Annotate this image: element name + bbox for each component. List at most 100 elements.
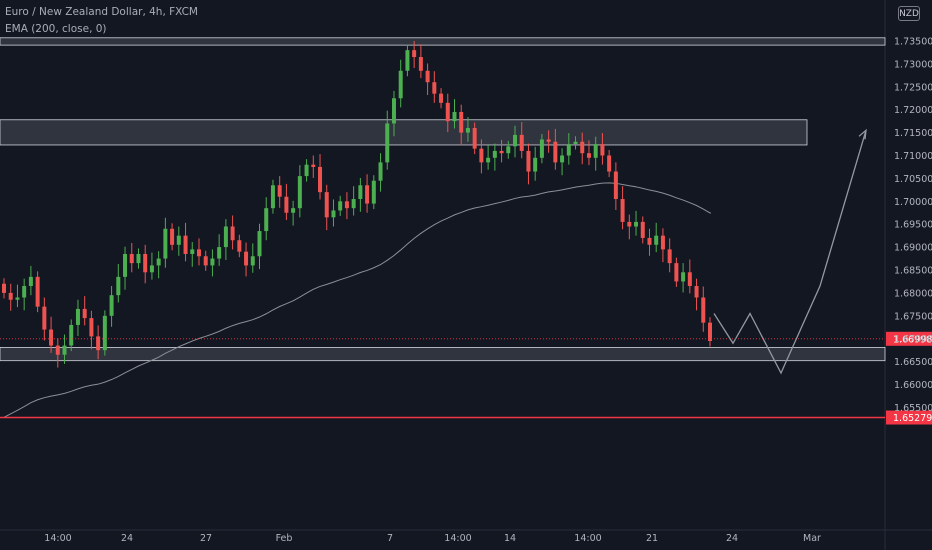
candle-body (163, 228, 168, 259)
price-tick-label: 1.72500 (894, 82, 932, 93)
candle-body (297, 176, 302, 209)
candle-body (486, 157, 491, 163)
candle-body (627, 221, 632, 227)
price-tick-label: 1.72000 (894, 105, 932, 116)
symbol-title[interactable]: Euro / New Zealand Dollar, 4h, FXCM (5, 6, 198, 18)
candle-body (190, 249, 195, 254)
candle-body (69, 324, 74, 346)
price-tick-label: 1.73000 (894, 59, 932, 70)
candle-body (620, 199, 625, 222)
price-tick-label: 1.67000 (894, 334, 932, 345)
time-tick-label: 14:00 (574, 533, 601, 544)
currency-button[interactable]: NZD (898, 6, 920, 21)
candle-body (82, 308, 87, 319)
zone-top-resistance (0, 37, 886, 46)
candle-body (149, 265, 154, 273)
price-tick-label: 1.70500 (894, 174, 932, 185)
candle-body (613, 171, 618, 200)
ema-polyline (3, 182, 711, 418)
candle-body (546, 139, 551, 142)
zone-support (0, 347, 886, 362)
candle-body (304, 164, 309, 177)
candle-body (593, 144, 598, 158)
time-axis[interactable]: 14:00 24 27 Feb 7 14:00 14 14:00 21 24 Mar (44, 533, 821, 544)
candle-body (55, 345, 60, 355)
candles (2, 41, 712, 368)
candle-body (479, 148, 484, 163)
time-tick-label: 27 (200, 533, 212, 544)
candle-body (701, 297, 706, 323)
candle-body (257, 231, 262, 257)
projection-arrowhead (858, 128, 867, 140)
price-tick-label: 1.70000 (894, 197, 932, 208)
zones (0, 37, 886, 362)
candle-body (586, 153, 591, 158)
candle-body (284, 196, 289, 213)
price-tick-label: 1.66000 (894, 380, 932, 391)
candle-body (432, 82, 437, 94)
candle-body (291, 208, 296, 213)
candle-body (8, 292, 13, 300)
candle-body (519, 134, 524, 151)
candle-body (385, 123, 390, 163)
candle-body (660, 235, 665, 250)
candle-body (472, 128, 477, 149)
candle-body (344, 201, 349, 209)
candle-body (143, 253, 148, 273)
price-tick-label: 1.71000 (894, 151, 932, 162)
time-tick-label: 24 (121, 533, 133, 544)
candle-body (75, 308, 80, 325)
candle-body (264, 208, 269, 232)
candle-body (687, 272, 692, 287)
candle-body (405, 50, 410, 71)
candle-body (694, 286, 699, 298)
candle-body (634, 221, 639, 227)
candle-body (526, 150, 531, 172)
candle-body (371, 180, 376, 204)
price-tick-label: 1.67500 (894, 311, 932, 322)
candle-body (425, 70, 430, 83)
candle-body (223, 226, 228, 248)
candle-body (439, 93, 444, 103)
candle-body (156, 258, 161, 266)
candle-body (560, 155, 565, 163)
candle-body (136, 253, 141, 264)
candle-body (203, 256, 208, 266)
candle-body (667, 249, 672, 264)
candle-body (539, 139, 544, 158)
price-axis[interactable]: 1.73500 1.73000 1.72500 1.72000 1.71500 1.710… (894, 37, 932, 414)
candle-body (210, 258, 215, 266)
price-tick-label: 1.71500 (894, 128, 932, 139)
price-tick-label: 1.68500 (894, 266, 932, 277)
candle-body (96, 336, 101, 351)
candle-body (102, 315, 107, 351)
indicator-legend[interactable]: EMA (200, close, 0) (5, 23, 107, 35)
candle-body (580, 141, 585, 154)
candle-body (566, 144, 571, 156)
current-price-label: 1.66998 (893, 334, 932, 345)
candle-body (237, 240, 242, 252)
candle-body (89, 318, 94, 337)
candle-body (465, 128, 470, 133)
candle-body (338, 201, 343, 211)
candle-body (492, 150, 497, 158)
candle-body (311, 164, 316, 167)
candle-body (28, 276, 33, 287)
candle-body (331, 210, 336, 218)
level-label: 1.65279 (893, 413, 932, 424)
candle-body (244, 251, 249, 266)
candle-body (674, 263, 679, 282)
candle-body (681, 272, 686, 282)
candle-body (183, 235, 188, 254)
price-tick-label: 1.69000 (894, 243, 932, 254)
candle-body (600, 144, 605, 156)
level-label-bg (886, 410, 932, 425)
candle-body (445, 102, 450, 122)
candle-body (499, 150, 504, 154)
candle-body (533, 157, 538, 172)
candle-body (378, 162, 383, 181)
candle-body (230, 226, 235, 241)
price-tick-label: 1.65500 (894, 403, 932, 414)
candle-body (640, 221, 645, 238)
